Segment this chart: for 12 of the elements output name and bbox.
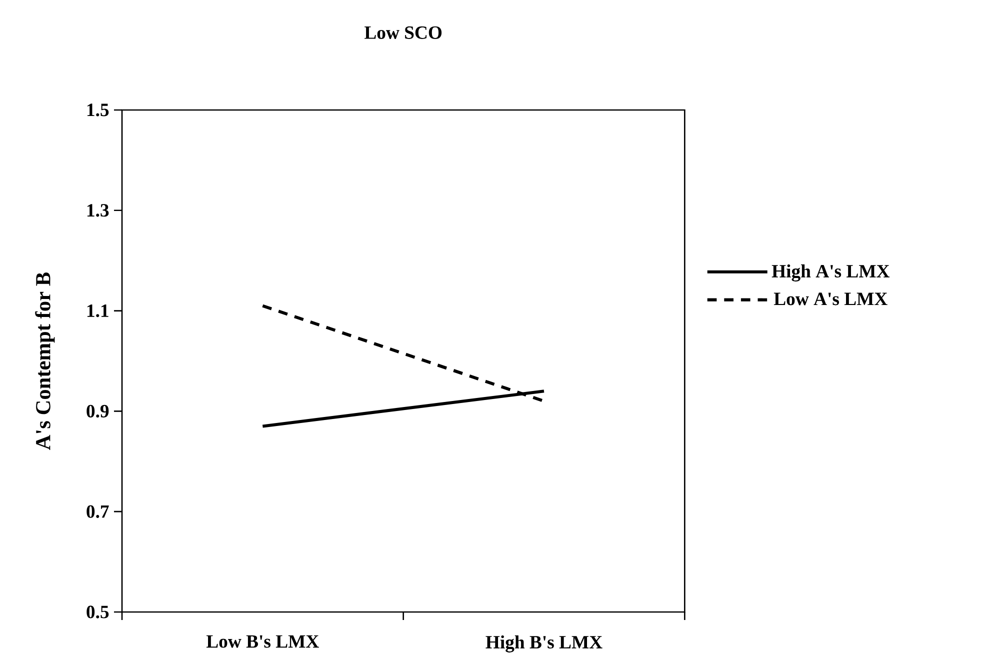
legend-label: High A's LMX — [772, 264, 890, 282]
chart-title: Low SCO — [364, 26, 442, 39]
legend-label: Low A's LMX — [774, 292, 888, 306]
y-axis-title: A's Contempt for B — [35, 272, 55, 450]
y-tick-label: 0.9 — [86, 404, 109, 418]
y-tick-label: 0.7 — [86, 505, 109, 518]
y-tick-label: 0.5 — [86, 606, 109, 618]
y-tick-label: 1.3 — [87, 204, 109, 217]
y-tick-label: 1.5 — [87, 104, 109, 116]
y-tick-label: 1.1 — [87, 304, 108, 318]
x-tick-label: Low B's LMX — [206, 635, 319, 648]
x-tick-label: High B's LMX — [486, 635, 602, 652]
